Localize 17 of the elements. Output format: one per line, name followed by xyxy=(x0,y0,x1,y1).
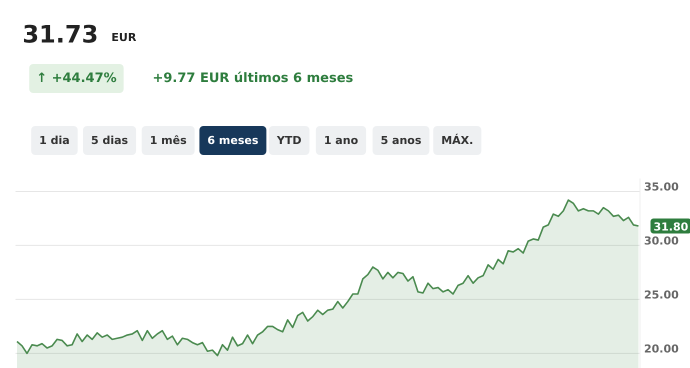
text: MÁX. xyxy=(441,133,474,147)
text: +9.77 EUR últimos 6 meses xyxy=(152,71,354,86)
text: 5 dias xyxy=(91,134,129,147)
text: 1 ano xyxy=(324,134,359,147)
chart-subtitle: EUR xyxy=(111,31,137,44)
text: 1 dia xyxy=(39,134,70,147)
text: 31.80 xyxy=(654,220,689,234)
y-tick-label: 35.00 xyxy=(644,180,680,194)
text: 1 mês xyxy=(150,134,188,147)
text: YTD xyxy=(276,134,302,147)
y-tick-label: 30.00 xyxy=(644,234,680,248)
y-tick-label: 20.00 xyxy=(644,342,680,356)
text: ↑ +44.47% xyxy=(36,71,117,86)
text: 6 meses xyxy=(207,134,259,147)
chart-title: 31.73 xyxy=(22,20,98,48)
y-tick-label: 25.00 xyxy=(644,288,680,302)
text: 5 anos xyxy=(380,134,422,147)
